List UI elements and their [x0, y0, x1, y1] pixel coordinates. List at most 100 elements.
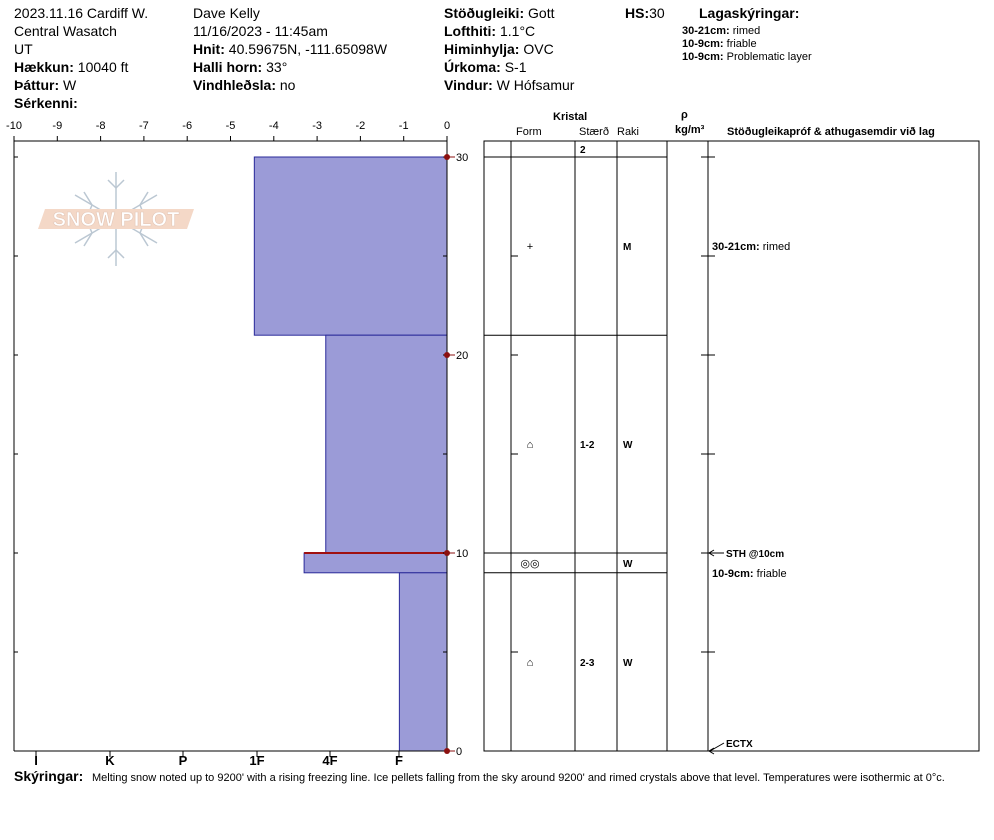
wind-loading-label: Vindhleðsla: [193, 77, 276, 93]
wind-value: W Hófsamur [496, 77, 575, 93]
slope-label: Halli horn: [193, 59, 263, 75]
depth-label: 20 [456, 350, 468, 362]
table-border [483, 140, 980, 752]
legend-text: Problematic layer [726, 51, 812, 63]
tests-header: Stöðugleikapróf & athugasemdir við lag [727, 126, 935, 138]
stability-label: Stöðugleiki: [444, 5, 525, 21]
sky-value: OVC [523, 41, 554, 57]
crystal-form: ⌂ [527, 439, 534, 451]
test-arrowhead [708, 747, 715, 755]
datetime: 11/16/2023 - 11:45am [193, 23, 328, 39]
legend-range: 10-9cm: [682, 38, 724, 50]
stability-test: ECTX [726, 739, 753, 750]
hardness-label: K [105, 753, 115, 768]
depth-label: 10 [456, 548, 468, 560]
crystal-size: 1-2 [580, 440, 595, 451]
stability: Stöðugleiki: Gott [444, 5, 554, 21]
top-tick-label: -7 [139, 120, 149, 132]
aspect-value: W [63, 77, 77, 93]
depth-label: 0 [456, 746, 462, 758]
crystal-form: + [527, 241, 533, 253]
wind-loading-value: no [279, 77, 296, 93]
legend-text: rimed [732, 25, 761, 37]
snow-height: HS:30 [625, 5, 665, 21]
slope-value: 33° [266, 59, 288, 75]
moisture: W [623, 658, 633, 669]
top-tick-label: -4 [269, 120, 279, 132]
aspect-label: Þáttur: [14, 77, 60, 93]
hardness-label: P [179, 753, 188, 768]
legend-text: friable [726, 38, 757, 50]
elevation: Hækkun: 10040 ft [14, 59, 128, 75]
layer-comment: 30-21cm: rimed [712, 241, 790, 253]
wind: Vindur: W Hófsamur [444, 77, 574, 93]
test-arrow [709, 742, 725, 752]
crystal-header: Kristal [553, 111, 588, 123]
snowpilot-logo: SNOW PILOT [38, 172, 194, 266]
test-arrowhead [708, 549, 715, 557]
layer-table: 2 + M ⌂ 1-2 W ◎◎ W ⌂ 2-3 W 30-21cm: rimed 10-9cm: fr… [483, 140, 980, 755]
slope-angle: Halli horn: 33° [193, 59, 287, 75]
legend-range: 30-21cm: [682, 25, 730, 37]
sky-cover: Himinhylja: OVC [444, 41, 554, 57]
legend-title: Lagaskýringar: [699, 5, 800, 21]
hardness-bar [325, 334, 448, 554]
moisture: W [623, 559, 633, 570]
hardness-bar [398, 572, 448, 752]
logo-text: SNOW PILOT [53, 209, 180, 231]
moisture: M [623, 242, 631, 253]
precipitation: Úrkoma: S-1 [444, 59, 526, 75]
comments-label: Skýringar: [14, 768, 84, 784]
range: Central Wasatch [14, 23, 117, 39]
air-temp: Lofthiti: 1.1°C [444, 23, 535, 39]
features-label: Sérkenni: [14, 95, 78, 111]
form-header: Form [516, 126, 542, 138]
hardness-label: 4F [322, 753, 337, 768]
moisture-header: Raki [617, 126, 640, 138]
moisture: W [623, 440, 633, 451]
legend-item: 10-9cm: Problematic layer [682, 51, 812, 63]
elevation-label: Hækkun: [14, 59, 74, 75]
state: UT [14, 41, 33, 57]
hardness-label: I [34, 753, 38, 768]
crystal-size: 2-3 [580, 658, 595, 669]
top-tick-label: -8 [96, 120, 106, 132]
top-tick-label: -1 [399, 120, 409, 132]
grain-size-top: 2 [580, 145, 586, 156]
crystal-form: ◎◎ [520, 558, 539, 570]
legend-item: 30-21cm: rimed [682, 25, 760, 37]
hardness-bar [303, 552, 448, 574]
air-temp-label: Lofthiti: [444, 23, 497, 39]
top-tick-label: -10 [6, 120, 22, 132]
density-symbol: ρ [681, 109, 688, 121]
hs-label: HS: [625, 5, 650, 21]
layer-comment: 10-9cm: friable [712, 568, 787, 580]
hardness-label: F [395, 753, 403, 768]
date-location: 2023.11.16 Cardiff W. [14, 5, 149, 21]
hardness-label: 1F [249, 753, 264, 768]
hardness-bar [253, 156, 448, 336]
legend-range: 10-9cm: [682, 51, 724, 63]
precip-value: S-1 [504, 59, 527, 75]
stability-value: Gott [528, 5, 555, 21]
stability-test: STH @10cm [726, 549, 784, 560]
coords-label: Hnit: [193, 41, 225, 57]
comments-text: Melting snow noted up to 9200' with a ri… [92, 772, 945, 784]
aspect: Þáttur: W [14, 77, 76, 93]
crystal-form: ⌂ [527, 657, 534, 669]
sky-label: Himinhylja: [444, 41, 520, 57]
air-temp-value: 1.1°C [499, 23, 536, 39]
precip-label: Úrkoma: [444, 59, 501, 75]
top-tick-label: -6 [182, 120, 192, 132]
top-tick-label: -2 [356, 120, 366, 132]
top-tick-label: -3 [312, 120, 322, 132]
wind-label: Vindur: [444, 77, 493, 93]
density-unit: kg/m³ [675, 124, 705, 136]
hs-value: 30 [649, 5, 665, 21]
top-tick-label: -5 [226, 120, 236, 132]
coordinates: Hnit: 40.59675N, -111.65098W [193, 41, 387, 57]
observer: Dave Kelly [193, 5, 260, 21]
depth-label: 30 [456, 152, 468, 164]
